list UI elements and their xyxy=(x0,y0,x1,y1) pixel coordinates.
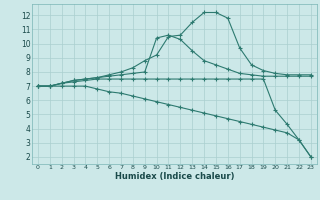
X-axis label: Humidex (Indice chaleur): Humidex (Indice chaleur) xyxy=(115,172,234,181)
